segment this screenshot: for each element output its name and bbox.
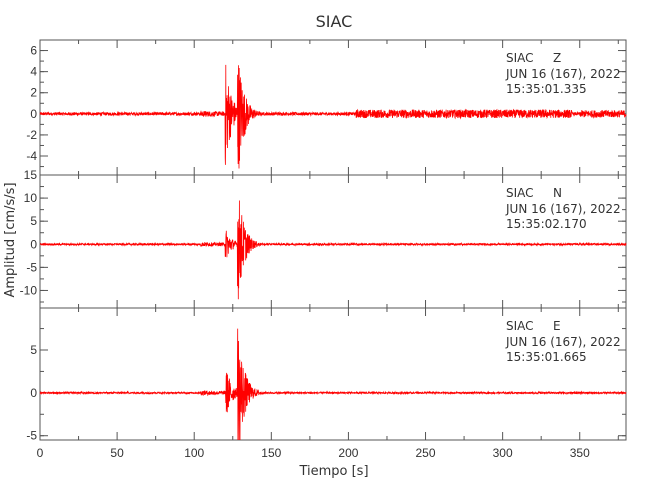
y-axis-label: Amplitud [cm/s/s] bbox=[3, 182, 18, 297]
y-tick-label: 4 bbox=[30, 65, 37, 79]
x-tick-label: 0 bbox=[37, 446, 44, 460]
x-tick-label: 50 bbox=[110, 446, 124, 460]
x-axis-label: Tiempo [s] bbox=[298, 464, 368, 479]
component-label: N bbox=[553, 186, 562, 200]
panel-z: -4 -2 0 2 4 6 SIAC Z JUN 16 (167), 202215:35:01.… bbox=[26, 39, 627, 176]
y-tick-label: -10 bbox=[20, 283, 38, 297]
y-tick-label: 2 bbox=[30, 86, 37, 100]
x-tick-label: 300 bbox=[493, 446, 513, 460]
y-tick-label: 6 bbox=[30, 44, 37, 58]
station-label: SIAC bbox=[506, 51, 534, 65]
station-label: SIAC bbox=[506, 319, 534, 333]
x-tick-label: 200 bbox=[338, 446, 358, 460]
x-tick-label: 100 bbox=[184, 446, 204, 460]
date-label: JUN 16 (167), 2022 bbox=[505, 67, 621, 81]
waveform-z bbox=[39, 64, 627, 169]
panel-frame bbox=[39, 39, 627, 176]
y-tick-label: 5 bbox=[30, 343, 37, 357]
y-tick-label: 15 bbox=[24, 168, 38, 182]
chart-title: SIAC bbox=[316, 12, 353, 31]
time-label: 15:35:01.335 bbox=[506, 82, 587, 96]
y-tick-label: 10 bbox=[24, 191, 38, 205]
component-label: E bbox=[553, 319, 561, 333]
station-label: SIAC bbox=[506, 186, 534, 200]
x-tick-label: 350 bbox=[570, 446, 590, 460]
date-label: JUN 16 (167), 2022 bbox=[505, 335, 621, 349]
y-tick-label: 0 bbox=[30, 386, 37, 400]
y-tick-label: 5 bbox=[30, 214, 37, 228]
x-tick-label: 250 bbox=[416, 446, 436, 460]
y-tick-label: -5 bbox=[26, 260, 37, 274]
y-tick-label: 0 bbox=[30, 237, 37, 251]
y-tick-label: -4 bbox=[26, 149, 37, 163]
date-label: JUN 16 (167), 2022 bbox=[505, 202, 621, 216]
waveform-e bbox=[39, 328, 627, 441]
y-tick-label: -5 bbox=[26, 429, 37, 443]
waveform-n bbox=[39, 200, 627, 300]
panel-frame bbox=[39, 174, 627, 309]
y-tick-label: -2 bbox=[26, 128, 37, 142]
time-label: 15:35:02.170 bbox=[506, 217, 587, 231]
y-tick-label: 0 bbox=[30, 107, 37, 121]
x-tick-label: 150 bbox=[261, 446, 281, 460]
panel-n: -10 -5 0 5 10 15 SIAC N JUN 16 (167), 202215:35:… bbox=[20, 168, 627, 309]
panel-frame bbox=[39, 307, 627, 441]
time-label: 15:35:01.665 bbox=[506, 350, 587, 364]
component-label: Z bbox=[553, 51, 561, 65]
